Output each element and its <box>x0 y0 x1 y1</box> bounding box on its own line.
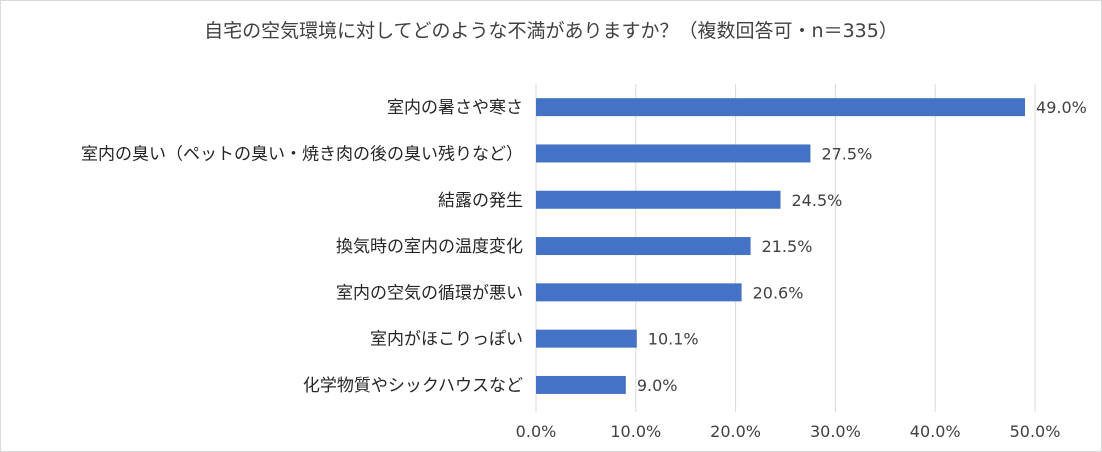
bar <box>536 375 626 394</box>
x-tick-label: 30.0% <box>810 422 861 441</box>
x-tick-label: 10.0% <box>610 422 661 441</box>
data-label: 10.1% <box>648 330 699 349</box>
data-label: 24.5% <box>792 191 843 210</box>
data-label: 27.5% <box>821 144 872 163</box>
bar <box>536 144 811 163</box>
bar <box>536 190 781 209</box>
x-tick-label: 20.0% <box>710 422 761 441</box>
data-label: 9.0% <box>637 376 678 395</box>
data-label: 20.6% <box>753 283 804 302</box>
bar <box>536 98 1026 117</box>
chart-title: 自宅の空気環境に対してどのような不満がありますか？（複数回答可・n＝335） <box>204 20 898 42</box>
category-label: 室内の空気の循環が悪い <box>336 283 523 303</box>
category-label: 化学物質やシックハウスなど <box>303 376 523 396</box>
category-label: 室内の臭い（ペットの臭い・焼き肉の後の臭い残りなど） <box>81 144 523 164</box>
data-label: 49.0% <box>1036 98 1087 117</box>
bar <box>536 283 742 302</box>
x-tick-label: 40.0% <box>910 422 961 441</box>
x-tick-label: 0.0% <box>516 422 557 441</box>
data-label: 21.5% <box>762 237 813 256</box>
category-label: 室内の暑さや寒さ <box>387 98 523 118</box>
category-label: 結露の発生 <box>438 191 523 211</box>
x-tick-label: 50.0% <box>1010 422 1061 441</box>
category-label: 室内がほこりっぽい <box>370 330 523 350</box>
category-label: 換気時の室内の温度変化 <box>336 237 523 257</box>
bar <box>536 329 637 348</box>
bar <box>536 237 751 256</box>
